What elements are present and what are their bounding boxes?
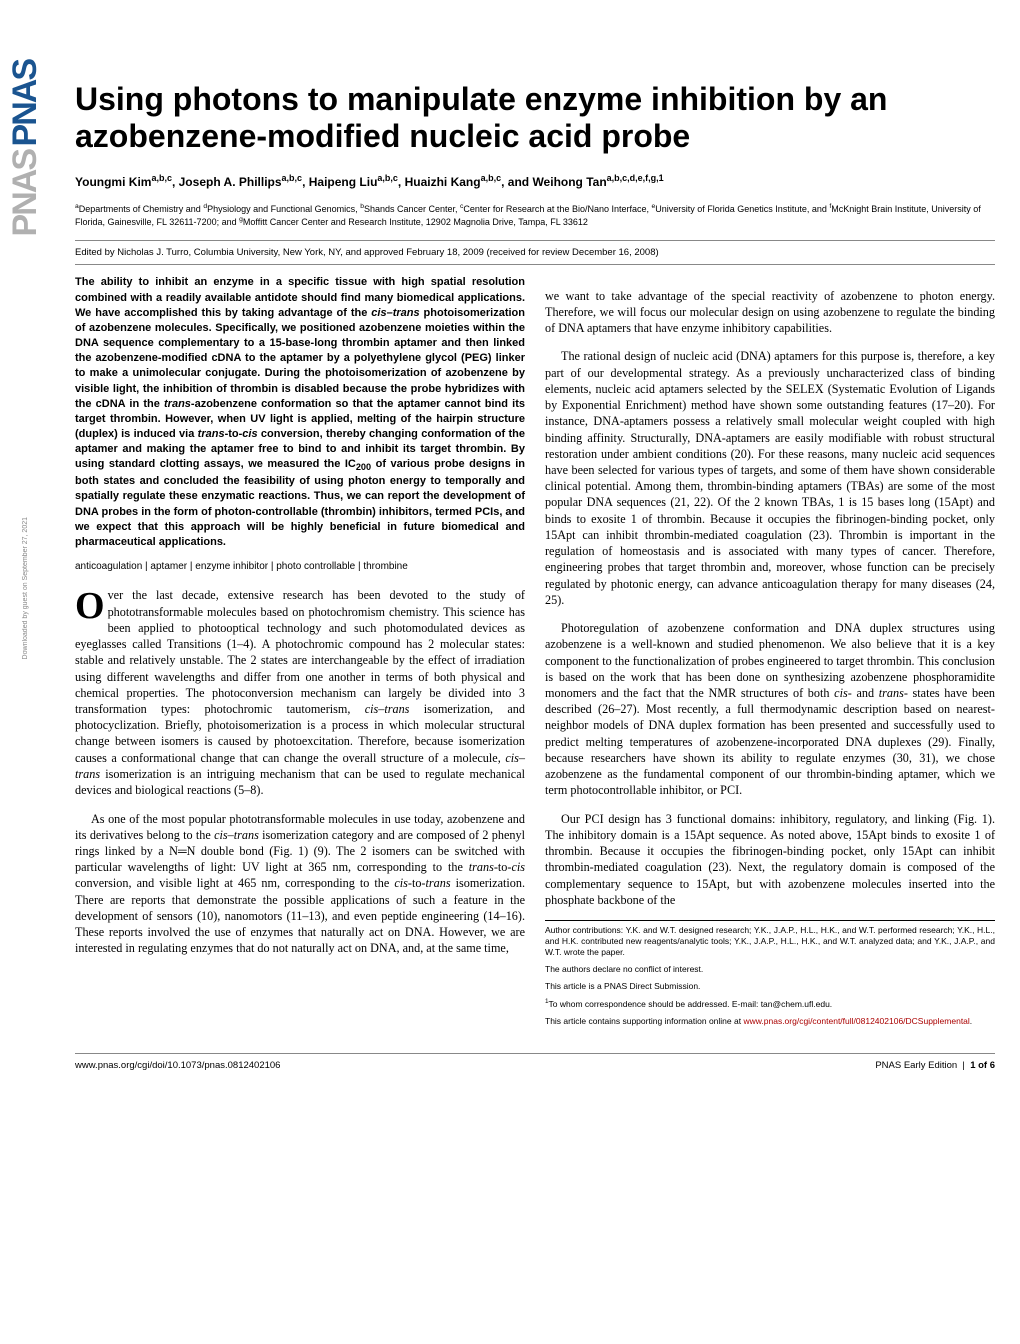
- direct-submission: This article is a PNAS Direct Submission…: [545, 981, 995, 992]
- abstract: The ability to inhibit an enzyme in a sp…: [75, 275, 525, 550]
- body-para-2: As one of the most popular phototransfor…: [75, 811, 525, 957]
- correspondence: 1To whom correspondence should be addres…: [545, 998, 995, 1010]
- keywords: anticoagulation | aptamer | enzyme inhib…: [75, 560, 525, 573]
- affiliations: aDepartments of Chemistry and dPhysiolog…: [75, 203, 995, 228]
- body-para-r1: we want to take advantage of the special…: [545, 288, 995, 337]
- page-footer: www.pnas.org/cgi/doi/10.1073/pnas.081240…: [75, 1053, 995, 1071]
- author-contributions: Author contributions: Y.K. and W.T. desi…: [545, 925, 995, 958]
- author-list: Youngmi Kima,b,c, Joseph A. Phillipsa,b,…: [75, 173, 995, 189]
- body-para-r4: Our PCI design has 3 functional domains:…: [545, 811, 995, 908]
- pnas-logo-shadow: PNAS: [6, 150, 45, 236]
- editor-line: Edited by Nicholas J. Turro, Columbia Un…: [75, 240, 995, 265]
- article-page: CHEMISTRY BIOCHEMISTRY Using photons to …: [50, 0, 1020, 1091]
- body-para-1: O ver the last decade, extensive researc…: [75, 587, 525, 798]
- two-column-layout: The ability to inhibit an enzyme in a sp…: [75, 275, 995, 1033]
- dropcap: O: [75, 587, 108, 621]
- journal-sidebar: PNAS PNAS Downloaded by guest on Septemb…: [0, 0, 50, 1091]
- conflict-statement: The authors declare no conflict of inter…: [545, 964, 995, 975]
- body-para-1-text: ver the last decade, extensive research …: [75, 588, 525, 797]
- pnas-logo: PNAS: [6, 60, 45, 146]
- article-title: Using photons to manipulate enzyme inhib…: [75, 81, 995, 155]
- left-column: The ability to inhibit an enzyme in a sp…: [75, 275, 525, 1033]
- footnote-rule: [545, 920, 995, 921]
- right-column: we want to take advantage of the special…: [545, 275, 995, 1033]
- body-para-r2: The rational design of nucleic acid (DNA…: [545, 348, 995, 608]
- body-para-r3: Photoregulation of azobenzene conformati…: [545, 620, 995, 798]
- doi-link[interactable]: www.pnas.org/cgi/doi/10.1073/pnas.081240…: [75, 1060, 280, 1071]
- page-number: PNAS Early Edition | 1 of 6: [875, 1060, 995, 1071]
- download-note: Downloaded by guest on September 27, 202…: [22, 517, 29, 659]
- supporting-info: This article contains supporting informa…: [545, 1016, 995, 1027]
